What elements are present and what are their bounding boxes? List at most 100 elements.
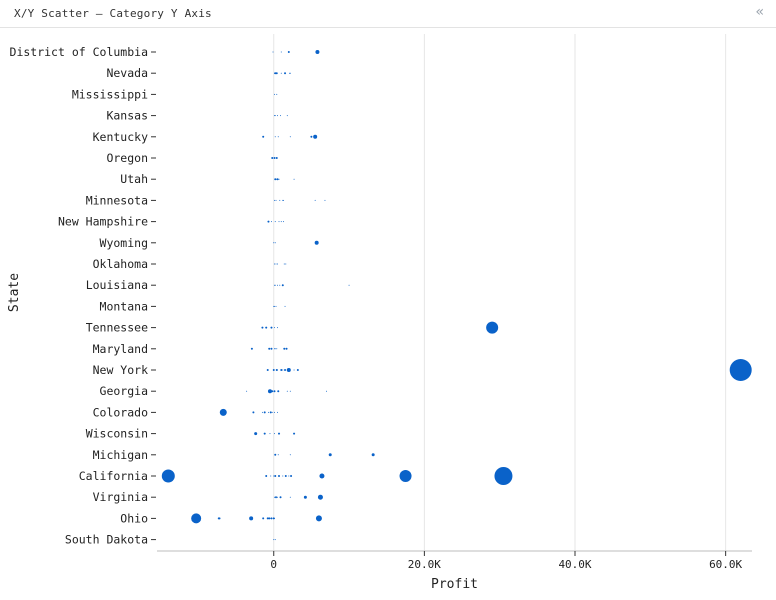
scatter-point[interactable] xyxy=(277,115,279,117)
scatter-point[interactable] xyxy=(303,495,307,499)
scatter-point[interactable] xyxy=(282,475,284,477)
scatter-point[interactable] xyxy=(275,263,277,265)
scatter-point[interactable] xyxy=(283,199,285,201)
scatter-point[interactable] xyxy=(270,326,273,329)
scatter-point[interactable] xyxy=(278,178,280,180)
scatter-point[interactable] xyxy=(250,347,253,350)
scatter-point[interactable] xyxy=(275,199,277,201)
scatter-point[interactable] xyxy=(314,240,319,245)
scatter-point[interactable] xyxy=(273,305,275,307)
scatter-point[interactable] xyxy=(289,390,291,392)
scatter-point[interactable] xyxy=(274,115,276,117)
scatter-point[interactable] xyxy=(246,390,248,392)
scatter-point[interactable] xyxy=(277,263,279,265)
scatter-point[interactable] xyxy=(270,517,273,520)
scatter-point[interactable] xyxy=(280,72,282,74)
scatter-point[interactable] xyxy=(268,517,271,520)
scatter-point[interactable] xyxy=(161,469,175,483)
scatter-point[interactable] xyxy=(274,136,276,138)
scatter-point[interactable] xyxy=(273,390,276,393)
scatter-point[interactable] xyxy=(313,134,318,139)
double-chevron-left-icon[interactable]: « xyxy=(755,4,764,20)
scatter-point[interactable] xyxy=(286,115,288,117)
scatter-point[interactable] xyxy=(274,475,277,477)
scatter-point[interactable] xyxy=(217,517,220,520)
scatter-point[interactable] xyxy=(284,475,287,477)
scatter-point[interactable] xyxy=(324,199,326,201)
scatter-point[interactable] xyxy=(287,51,290,53)
scatter-point[interactable] xyxy=(284,305,286,307)
scatter-point[interactable] xyxy=(249,516,254,521)
scatter-point[interactable] xyxy=(290,475,293,477)
scatter-point[interactable] xyxy=(289,454,291,456)
scatter-point[interactable] xyxy=(274,242,276,244)
scatter-point[interactable] xyxy=(279,496,282,499)
scatter-point[interactable] xyxy=(269,433,271,435)
scatter-point[interactable] xyxy=(494,467,513,485)
scatter-point[interactable] xyxy=(277,454,279,456)
scatter-point[interactable] xyxy=(271,390,274,393)
scatter-point[interactable] xyxy=(261,411,263,413)
scatter-point[interactable] xyxy=(286,368,291,372)
scatter-point[interactable] xyxy=(219,408,227,416)
scatter-point[interactable] xyxy=(272,517,275,520)
scatter-point[interactable] xyxy=(270,347,273,350)
scatter-point[interactable] xyxy=(274,348,276,350)
scatter-point[interactable] xyxy=(279,199,281,201)
scatter-point[interactable] xyxy=(268,347,271,350)
scatter-point[interactable] xyxy=(191,513,202,524)
scatter-point[interactable] xyxy=(276,178,279,181)
scatter-point[interactable] xyxy=(288,475,290,477)
scatter-point[interactable] xyxy=(278,432,281,435)
scatter-point[interactable] xyxy=(273,115,275,117)
scatter-point[interactable] xyxy=(283,347,286,350)
scatter-point[interactable] xyxy=(280,369,283,371)
scatter-point[interactable] xyxy=(263,411,266,414)
scatter-point[interactable] xyxy=(254,432,258,436)
scatter-point[interactable] xyxy=(281,284,284,287)
scatter-point[interactable] xyxy=(266,369,269,371)
scatter-point[interactable] xyxy=(273,517,275,519)
scatter-point[interactable] xyxy=(274,539,276,541)
scatter-point[interactable] xyxy=(273,72,275,74)
scatter-point[interactable] xyxy=(282,199,284,201)
scatter-point[interactable] xyxy=(286,390,288,392)
scatter-point[interactable] xyxy=(285,263,287,265)
scatter-point[interactable] xyxy=(283,263,285,265)
scatter-point[interactable] xyxy=(252,411,255,414)
scatter-point[interactable] xyxy=(286,369,288,371)
scatter-point[interactable] xyxy=(293,369,295,371)
scatter-point[interactable] xyxy=(289,72,291,74)
scatter-point[interactable] xyxy=(278,475,281,477)
scatter-point[interactable] xyxy=(328,453,332,457)
scatter-point[interactable] xyxy=(315,50,320,54)
scatter-point[interactable] xyxy=(273,433,275,435)
scatter-point[interactable] xyxy=(273,475,275,477)
scatter-point[interactable] xyxy=(267,389,272,394)
scatter-point[interactable] xyxy=(271,411,273,413)
scatter-point[interactable] xyxy=(275,305,277,307)
scatter-point[interactable] xyxy=(262,517,265,520)
scatter-point[interactable] xyxy=(277,369,279,371)
scatter-point[interactable] xyxy=(399,470,412,482)
scatter-point[interactable] xyxy=(277,496,279,498)
scatter-point[interactable] xyxy=(274,284,276,286)
scatter-point[interactable] xyxy=(273,539,275,541)
scatter-point[interactable] xyxy=(266,517,269,520)
scatter-point[interactable] xyxy=(267,411,269,413)
scatter-point[interactable] xyxy=(284,72,287,75)
scatter-point[interactable] xyxy=(277,411,279,413)
scatter-point[interactable] xyxy=(277,136,279,138)
scatter-point[interactable] xyxy=(289,72,291,74)
scatter-point[interactable] xyxy=(275,496,277,499)
scatter-point[interactable] xyxy=(274,178,277,181)
scatter-point[interactable] xyxy=(272,51,274,53)
scatter-point[interactable] xyxy=(273,93,275,95)
scatter-point[interactable] xyxy=(270,475,272,477)
scatter-point[interactable] xyxy=(262,135,265,138)
scatter-point[interactable] xyxy=(310,135,313,138)
scatter-point[interactable] xyxy=(315,515,322,522)
scatter-point[interactable] xyxy=(280,115,282,117)
scatter-point[interactable] xyxy=(263,432,266,435)
scatter-point[interactable] xyxy=(265,326,268,329)
